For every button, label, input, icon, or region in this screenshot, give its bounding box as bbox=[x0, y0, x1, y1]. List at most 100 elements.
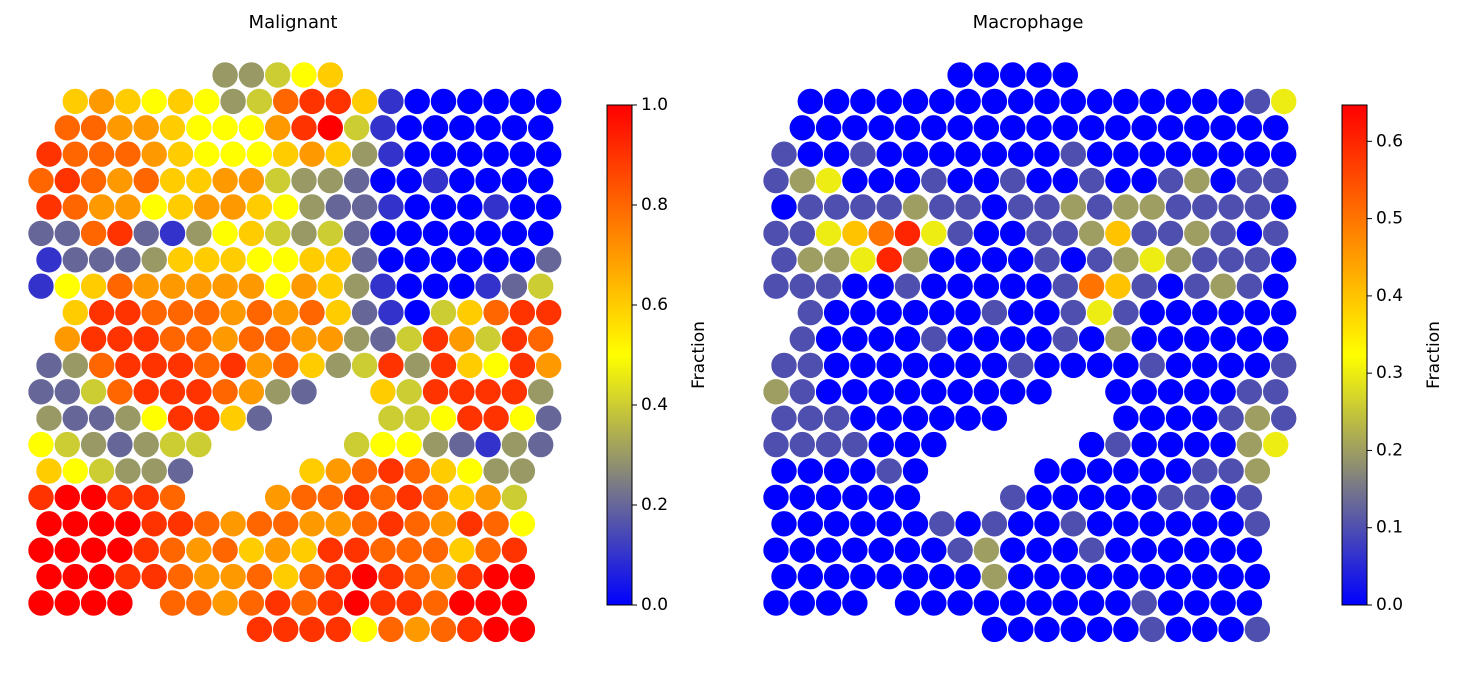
spot bbox=[264, 61, 292, 89]
spot bbox=[849, 246, 877, 274]
spot bbox=[788, 484, 816, 511]
spot bbox=[501, 167, 528, 194]
spot bbox=[954, 193, 982, 221]
spot bbox=[1112, 563, 1140, 590]
spot bbox=[1138, 140, 1166, 168]
spot bbox=[324, 457, 352, 485]
spot bbox=[246, 563, 273, 590]
spot bbox=[920, 431, 948, 458]
spot bbox=[815, 325, 842, 353]
spot bbox=[422, 431, 449, 458]
spot bbox=[509, 299, 536, 326]
spot bbox=[298, 352, 326, 379]
spot bbox=[430, 404, 457, 432]
spot bbox=[185, 378, 213, 406]
spot bbox=[219, 352, 247, 379]
spot bbox=[211, 220, 239, 247]
spot bbox=[973, 589, 1000, 617]
spot bbox=[894, 484, 921, 511]
spot bbox=[1236, 589, 1263, 617]
spot bbox=[140, 352, 168, 379]
colorbar bbox=[606, 104, 633, 606]
spot bbox=[928, 140, 956, 168]
spot bbox=[867, 536, 895, 564]
spot bbox=[1209, 114, 1237, 142]
spot bbox=[902, 299, 929, 326]
spot bbox=[343, 589, 370, 617]
spot bbox=[369, 431, 397, 458]
spot bbox=[430, 457, 457, 485]
spot bbox=[298, 299, 326, 326]
spot bbox=[377, 457, 405, 485]
spot bbox=[875, 510, 903, 538]
spot bbox=[841, 431, 869, 458]
spot bbox=[815, 431, 842, 458]
spot bbox=[1052, 484, 1079, 511]
spot bbox=[27, 167, 55, 194]
spot bbox=[1138, 563, 1166, 590]
spot bbox=[448, 272, 476, 300]
spot bbox=[867, 484, 895, 511]
spot bbox=[1262, 114, 1289, 142]
spot bbox=[796, 457, 824, 485]
spot bbox=[867, 220, 895, 247]
spot bbox=[238, 220, 265, 247]
spot bbox=[246, 510, 273, 538]
spot bbox=[54, 536, 81, 564]
spot bbox=[849, 510, 877, 538]
spot bbox=[474, 220, 502, 247]
spot bbox=[875, 193, 903, 221]
spot bbox=[377, 193, 405, 221]
spot bbox=[54, 378, 81, 406]
spot bbox=[369, 220, 397, 247]
spot bbox=[770, 510, 798, 538]
spot bbox=[324, 616, 352, 643]
spot bbox=[343, 431, 370, 458]
spot bbox=[54, 167, 81, 194]
spot bbox=[999, 114, 1027, 142]
spot bbox=[62, 299, 89, 326]
spot bbox=[1078, 220, 1105, 247]
spot bbox=[88, 404, 115, 432]
spot bbox=[1165, 457, 1192, 485]
spot bbox=[1157, 378, 1184, 406]
spot bbox=[482, 352, 510, 379]
spot bbox=[395, 114, 423, 142]
spot bbox=[1060, 563, 1087, 590]
spot bbox=[535, 246, 563, 274]
spot bbox=[456, 88, 484, 115]
spot bbox=[796, 563, 824, 590]
spot bbox=[509, 616, 536, 643]
spot bbox=[973, 220, 1000, 247]
spot bbox=[527, 167, 555, 194]
spot bbox=[954, 510, 982, 538]
spot bbox=[238, 589, 265, 617]
spot bbox=[1138, 88, 1166, 115]
spot bbox=[27, 220, 55, 247]
spot bbox=[1033, 563, 1061, 590]
spot bbox=[238, 272, 265, 300]
spot bbox=[114, 140, 142, 168]
spot bbox=[456, 404, 484, 432]
spot bbox=[80, 378, 107, 406]
spot bbox=[193, 140, 221, 168]
spot bbox=[981, 88, 1008, 115]
spot bbox=[1052, 325, 1079, 353]
spot bbox=[981, 140, 1008, 168]
spot bbox=[246, 616, 273, 643]
spot bbox=[1052, 536, 1079, 564]
spot bbox=[946, 325, 974, 353]
spot bbox=[823, 563, 850, 590]
spot bbox=[369, 378, 397, 406]
spot bbox=[80, 220, 107, 247]
spot bbox=[894, 536, 921, 564]
spot bbox=[1060, 140, 1087, 168]
spot bbox=[1130, 589, 1158, 617]
colorbar-tick-label: 0.2 bbox=[641, 495, 668, 515]
spot bbox=[1086, 140, 1113, 168]
spot bbox=[167, 246, 194, 274]
spot bbox=[403, 140, 431, 168]
spot bbox=[1191, 457, 1219, 485]
spot bbox=[351, 563, 378, 590]
